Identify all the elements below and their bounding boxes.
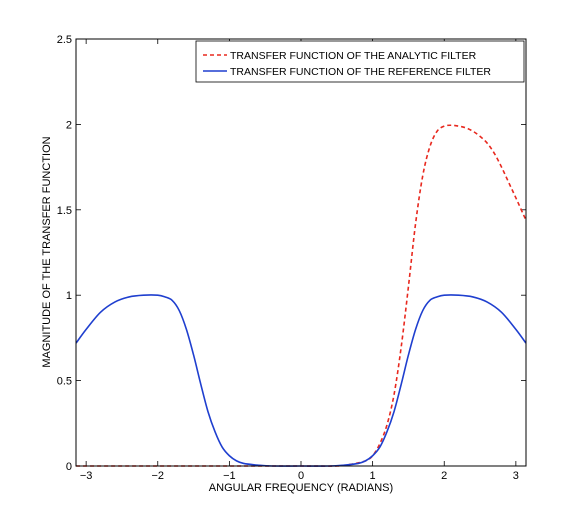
- x-axis-title: ANGULAR FREQUENCY (RADIANS): [209, 482, 393, 494]
- legend-label-reference: TRANSFER FUNCTION OF THE REFERENCE FILTE…: [230, 66, 491, 78]
- x-tick-label: 1: [370, 470, 376, 482]
- legend: TRANSFER FUNCTION OF THE ANALYTIC FILTER…: [195, 40, 525, 83]
- y-tick-label: 0.5: [57, 376, 72, 388]
- x-tick-label: 2: [441, 470, 447, 482]
- y-tick-label: 2.5: [57, 34, 72, 46]
- y-tick-label: 1.5: [57, 205, 72, 217]
- y-tick-label: 0: [66, 461, 72, 473]
- axes-box: [75, 38, 527, 467]
- legend-label-analytic: TRANSFER FUNCTION OF THE ANALYTIC FILTER: [230, 50, 477, 62]
- y-axis-title: MAGNITUDE OF THE TRANSFER FUNCTION: [41, 136, 53, 367]
- y-tick-label: 1: [66, 290, 72, 302]
- x-tick-label: −2: [151, 470, 164, 482]
- y-tick-label: 2: [66, 119, 72, 131]
- x-tick-label: −3: [80, 470, 93, 482]
- x-tick-label: 3: [513, 470, 519, 482]
- legend-box: [195, 40, 525, 83]
- x-tick-label: 0: [298, 470, 304, 482]
- x-tick-label: −1: [223, 470, 236, 482]
